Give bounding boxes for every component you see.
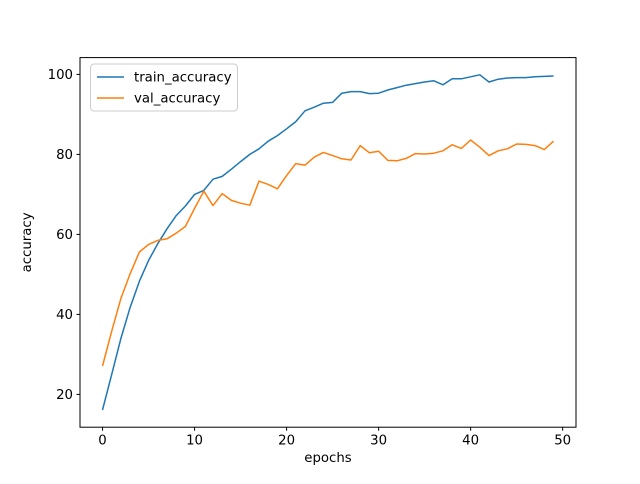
line-train_accuracy <box>101 74 554 411</box>
plot-background <box>80 57 576 428</box>
legend-box <box>90 63 238 112</box>
series-lines <box>101 74 555 411</box>
x-tick-label: 40 <box>462 433 479 448</box>
y-tick-label: 40 <box>56 308 73 323</box>
y-tick-label: 100 <box>48 68 73 83</box>
x-tick-label: 0 <box>98 433 106 448</box>
legend-label-val-accuracy: val_accuracy <box>134 92 220 107</box>
y-axis-label: accuracy <box>20 212 35 272</box>
y-tick-label: 20 <box>56 388 73 403</box>
y-tick-label: 60 <box>56 228 73 243</box>
plot-border <box>79 57 577 428</box>
x-tick-label: 20 <box>278 433 295 448</box>
x-tick-label: 30 <box>370 433 387 448</box>
x-tick-label: 10 <box>186 433 203 448</box>
legend-label-train-accuracy: train_accuracy <box>134 71 232 86</box>
axis-ticks: 0 10 20 30 40 50 20 40 60 80 100 <box>48 68 572 448</box>
legend: train_accuracy val_accuracy <box>90 63 238 112</box>
line-val_accuracy <box>101 139 555 367</box>
y-tick-label: 80 <box>56 148 73 163</box>
x-axis-label: epochs <box>304 451 351 466</box>
x-tick-label: 50 <box>554 433 571 448</box>
